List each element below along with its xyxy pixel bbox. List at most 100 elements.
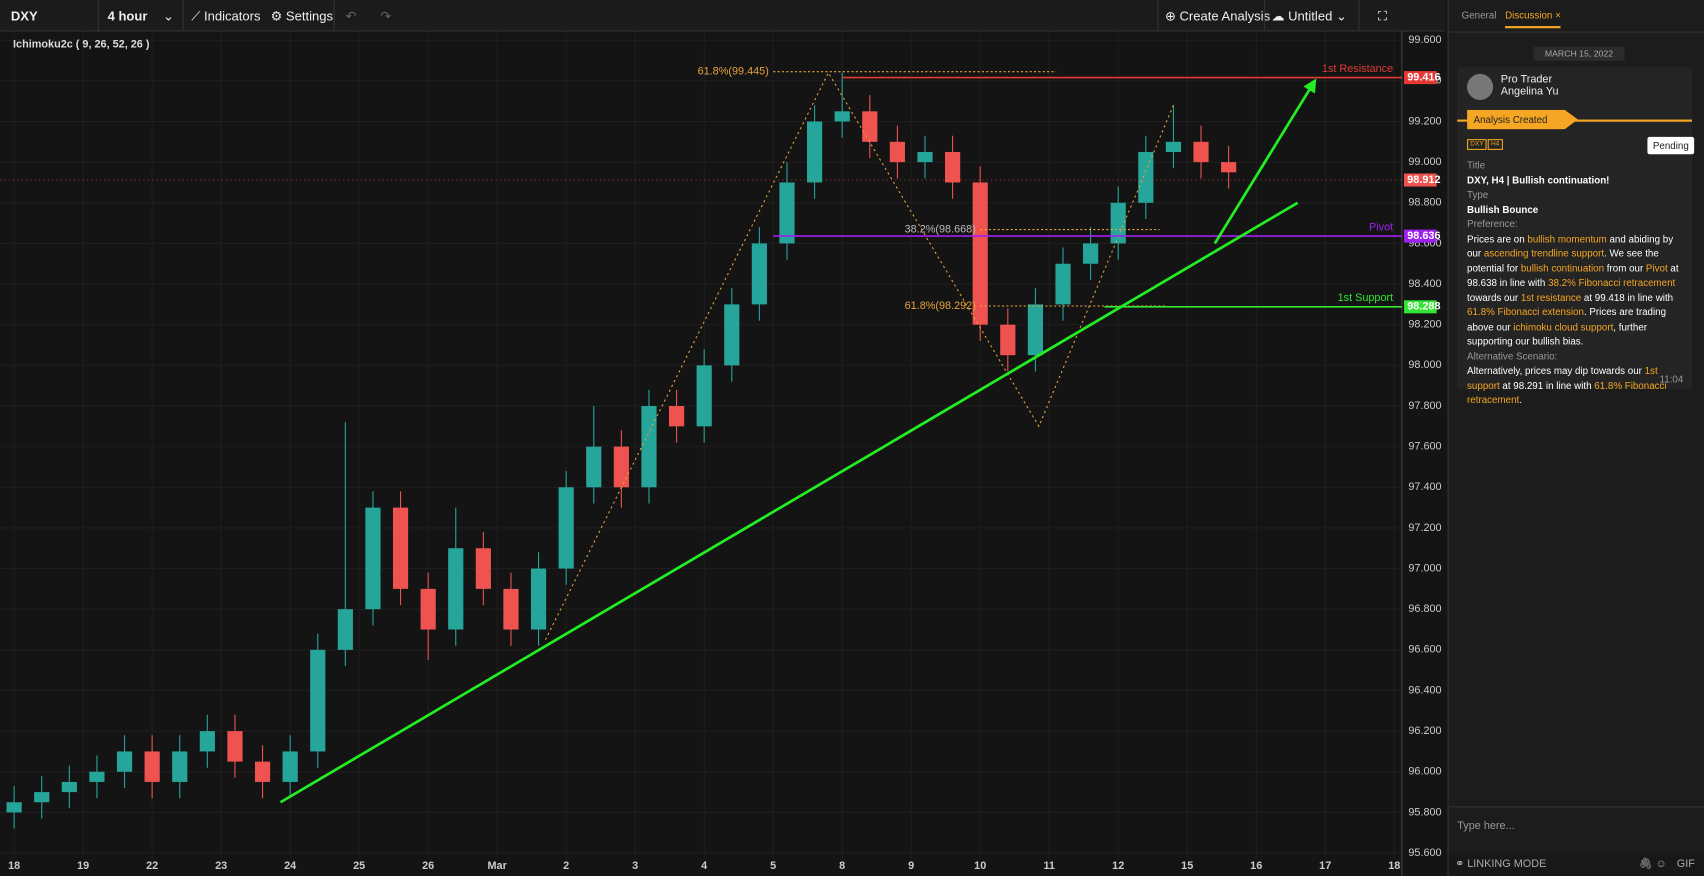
indicators-button[interactable]: ⟋ Indicators (191, 9, 260, 25)
message-body: Title DXY, H4 | Bullish continuation! Ty… (1467, 159, 1684, 408)
x-tick-label: 9 (908, 860, 914, 872)
x-tick-label: 10 (974, 860, 986, 872)
x-tick-label: 17 (1319, 860, 1331, 872)
x-tick-label: 3 (632, 860, 638, 872)
layout-label: Untitled (1288, 8, 1333, 24)
text: at 98.291 in line with (1499, 379, 1595, 391)
price-tag (1404, 71, 1437, 85)
candle-body (254, 761, 271, 782)
label: Alternative Scenario: (1467, 350, 1558, 362)
text: . (1519, 394, 1522, 406)
gif-button[interactable]: GIF (1676, 858, 1695, 871)
price-tag-label: 98.636 (1407, 230, 1440, 242)
candle-body (199, 731, 215, 752)
author: Angelina Yu (1500, 85, 1559, 98)
candle-body (779, 182, 795, 244)
text: . Prices are trading above our (1467, 306, 1667, 332)
text: , further supporting our bullish bias. (1467, 321, 1648, 347)
icon: ☁ (1271, 8, 1289, 24)
candle-body (282, 751, 298, 782)
candle-body (116, 751, 133, 772)
price-tag (1404, 300, 1437, 314)
redo[interactable]: ↷ (380, 8, 392, 24)
footer: ⚭ LINKING MODE 🖇 ☺ GIF (1448, 851, 1704, 876)
candle-body (337, 609, 353, 650)
candle-body (448, 548, 464, 630)
level-name: 1st Resistance (1322, 63, 1393, 75)
highlight-text: 61.8% Fibonacci extension (1467, 306, 1584, 318)
y-tick-label: 96.000 (1408, 766, 1441, 778)
tab-discussion[interactable]: Discussion × (1505, 9, 1561, 29)
candle-body (1000, 324, 1016, 356)
x-tick-label: 4 (701, 860, 707, 872)
symbol[interactable]: DXY (10, 8, 38, 24)
y-tick-label: 96.800 (1408, 603, 1441, 615)
y-tick-label: 98.200 (1408, 319, 1441, 331)
candle-body (61, 781, 77, 793)
x-tick-label: 12 (1112, 860, 1124, 872)
candle-body (834, 111, 850, 122)
candle-body (310, 649, 326, 752)
candle-body (420, 588, 436, 630)
level-name: 1st Support (1338, 292, 1394, 304)
y-tick-label: 99.600 (1408, 34, 1441, 46)
interval[interactable]: 4 hour (107, 8, 148, 24)
create-analysis[interactable]: ⊕ Create Analysis (1165, 9, 1270, 24)
fib-label: 61.8%(99.445) (698, 66, 769, 78)
y-tick-label: 97.000 (1408, 562, 1441, 574)
linking-mode[interactable]: ⚭ LINKING MODE (1455, 858, 1547, 871)
highlight-text: 1st resistance (1520, 291, 1582, 303)
highlight-text: ascending trendline support (1483, 247, 1605, 259)
tab-label: Discussion (1505, 9, 1553, 21)
text: Alternatively, prices may dip towards ou… (1467, 365, 1645, 376)
label: Type (1467, 189, 1489, 200)
tag: H4 (1487, 139, 1503, 150)
icon: ⊕ (1164, 8, 1180, 24)
y-tick-label: 97.400 (1408, 481, 1441, 493)
analysis-title: DXY, H4 | Bullish continuation! (1467, 174, 1610, 186)
price-tag-label: 98.912 (1407, 174, 1440, 186)
analysis-type: Bullish Bounce (1467, 203, 1539, 215)
settings-button[interactable]: ⚙ Settings (271, 9, 333, 24)
y-tick-label: 97.200 (1408, 522, 1441, 534)
x-tick-label: 8 (839, 860, 845, 872)
layout-menu[interactable]: ☁ Untitled ⌄ (1271, 8, 1347, 24)
price-tag-label: 98.288 (1407, 301, 1440, 313)
fullscreen[interactable]: ⛶ (1377, 8, 1388, 24)
highlight-text: bullish momentum (1527, 233, 1607, 244)
y-tick-label: 97.600 (1408, 441, 1441, 453)
candle-body (503, 588, 519, 630)
message-input[interactable]: Type here... (1457, 820, 1515, 833)
highlight-text: Pivot (1645, 262, 1668, 274)
y-tick-label: 96.200 (1408, 725, 1441, 737)
tab-general[interactable]: General (1461, 9, 1497, 21)
x-tick-label: 5 (770, 860, 776, 872)
candle-body (917, 151, 933, 163)
highlight-text: 61.8% Fibonacci retracement (1467, 379, 1667, 406)
attach-emoji[interactable]: 🖇 ☺ (1638, 858, 1667, 871)
highlight-text: 38.2% Fibonacci retracement (1548, 277, 1676, 288)
text: from our (1604, 262, 1646, 274)
indicator-label: Ichimoku2c ( 9, 26, 52, 26 ) (13, 38, 150, 50)
candle-body (972, 182, 988, 325)
settings-label: Settings (285, 8, 334, 24)
price-tag (1404, 173, 1437, 187)
text: Prices are on (1467, 233, 1528, 244)
role: Pro Trader (1500, 73, 1553, 86)
candle-body (1055, 263, 1071, 305)
undo[interactable]: ↶ (345, 8, 357, 24)
time: 11:04 (1659, 373, 1684, 385)
fib-label: 61.8%(98.292) (905, 300, 976, 312)
candle-body (613, 446, 629, 488)
chart: 95.600 95.800 96.000 96.200 96.400 96.600 96.8… (0, 30, 1442, 876)
tag: DXY (1467, 139, 1487, 150)
icon: ⟋ (191, 8, 205, 24)
x-tick-label: 23 (215, 860, 227, 872)
fib-path (544, 71, 1174, 640)
y-tick-label: 98.600 (1408, 237, 1441, 249)
icon: ⚙ (270, 8, 286, 24)
trend-drawing (1213, 78, 1317, 245)
candle-body (530, 568, 547, 630)
candle-body (1221, 162, 1237, 173)
